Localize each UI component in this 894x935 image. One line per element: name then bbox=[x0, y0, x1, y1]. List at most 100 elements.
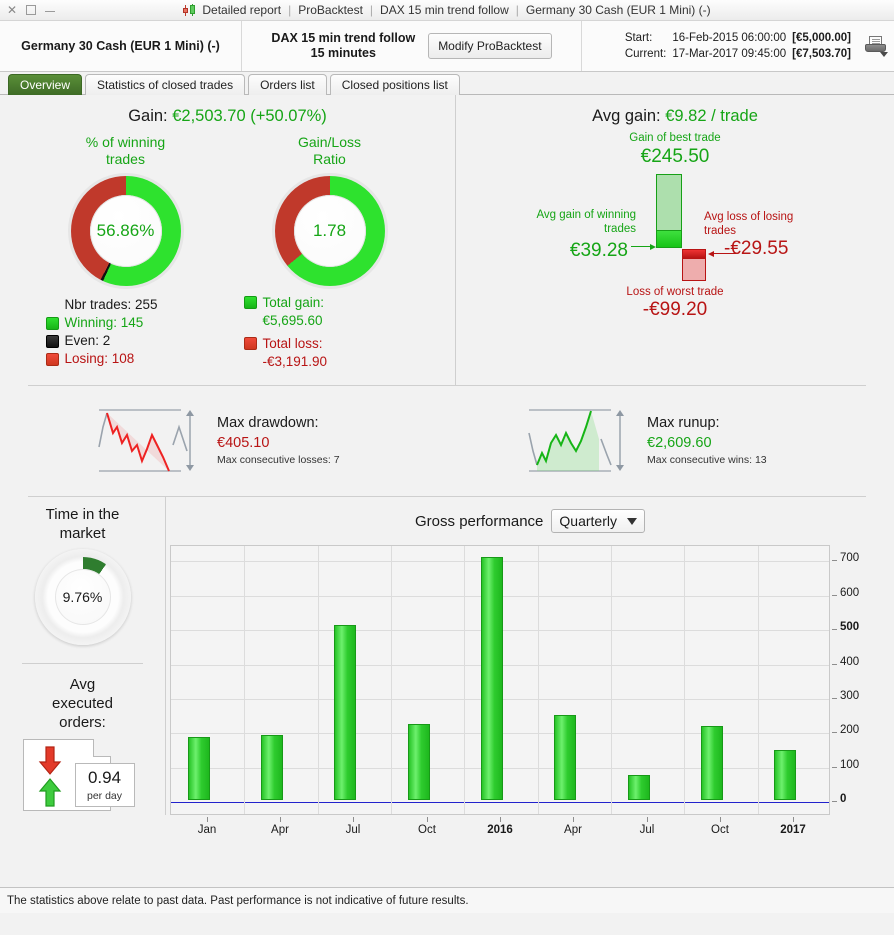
chart-bar[interactable] bbox=[334, 625, 356, 800]
modify-probacktest-button[interactable]: Modify ProBacktest bbox=[428, 33, 552, 59]
breadcrumb-item-3: Germany 30 Cash (EUR 1 Mini) (-) bbox=[525, 3, 711, 17]
winning-donut-value: 56.86% bbox=[89, 195, 162, 267]
tab-bar: Overview Statistics of closed trades Ord… bbox=[0, 72, 894, 95]
zero-line bbox=[171, 802, 829, 803]
y-tick-label: 100 bbox=[840, 759, 860, 771]
y-tick-mark bbox=[832, 767, 837, 768]
gridline-x bbox=[391, 546, 392, 814]
sell-arrow-down-icon bbox=[37, 746, 63, 776]
x-tick-label: Jan bbox=[197, 824, 217, 836]
gridline-x bbox=[611, 546, 612, 814]
total-loss-value: -€3,191.90 bbox=[262, 354, 328, 369]
print-icon[interactable] bbox=[864, 35, 888, 57]
winning-trades-label: Winning: 145 bbox=[64, 315, 144, 330]
total-loss-row: Total loss: -€3,191.90 bbox=[243, 335, 420, 371]
close-icon[interactable]: ✕ bbox=[7, 3, 18, 17]
avg-win-value: €39.28 bbox=[569, 240, 628, 261]
avg-orders-value: 0.94 bbox=[87, 768, 122, 787]
worst-trade-label: Loss of worst trade bbox=[626, 286, 724, 298]
avg-orders-title-line2: executed bbox=[52, 695, 113, 712]
avg-loss-label-line2: trades bbox=[704, 225, 736, 237]
runup-title: Max runup: bbox=[647, 415, 720, 431]
winning-caption-line2: trades bbox=[106, 151, 145, 167]
drawdown-title: Max drawdown: bbox=[217, 415, 319, 431]
breadcrumb-separator: | bbox=[369, 3, 374, 17]
maximize-icon[interactable] bbox=[26, 5, 37, 15]
breadcrumb-separator: | bbox=[515, 3, 519, 17]
gridline-x bbox=[318, 546, 319, 814]
avg-gain-section: Avg gain: €9.82 / trade Gain of best tra… bbox=[455, 95, 894, 385]
max-runup-card: Max runup: €2,609.60 Max consecutive win… bbox=[447, 405, 894, 477]
avg-gain-title-label: Avg gain: bbox=[592, 107, 661, 125]
gridline-x bbox=[684, 546, 685, 814]
window-titlebar: ✕ Detailed report | ProBacktest | DAX 15… bbox=[0, 0, 894, 21]
x-tick-label: 2017 bbox=[780, 824, 806, 836]
current-amount: [€7,503.70] bbox=[792, 48, 851, 60]
gross-performance-chart[interactable] bbox=[170, 545, 830, 815]
overview-panel: Gain: €2,503.70 (+50.07%) % of winning t… bbox=[0, 95, 894, 913]
minimize-icon[interactable] bbox=[45, 11, 56, 12]
avg-gain-diagram: Avg gain of winning trades €39.28 Avg lo… bbox=[456, 168, 894, 286]
total-gain-row: Total gain: €5,695.60 bbox=[243, 294, 420, 330]
avg-loss-value: -€29.55 bbox=[724, 238, 789, 259]
tab-statistics-of-closed-trades[interactable]: Statistics of closed trades bbox=[85, 74, 246, 95]
winning-caption-line1: % of winning bbox=[85, 134, 166, 150]
start-label: Start: bbox=[624, 32, 653, 44]
winning-trades-row: Winning: 145 bbox=[45, 314, 216, 332]
winning-donut-wrap: 56.86% bbox=[70, 176, 181, 286]
divider-2 bbox=[28, 496, 866, 497]
divider-1 bbox=[28, 385, 866, 386]
avg-gain-title: Avg gain: €9.82 / trade bbox=[456, 95, 894, 126]
chart-bar[interactable] bbox=[188, 737, 210, 800]
x-tick-label: Oct bbox=[711, 824, 729, 836]
tab-orders-list[interactable]: Orders list bbox=[248, 74, 327, 95]
x-tick-mark bbox=[793, 817, 794, 822]
drawdown-sub: Max consecutive losses: 7 bbox=[217, 454, 340, 466]
avg-orders-title-line3: orders: bbox=[59, 714, 106, 731]
losing-swatch-icon bbox=[45, 352, 59, 366]
y-tick-label: 400 bbox=[840, 656, 860, 668]
y-tick-label: 200 bbox=[840, 724, 860, 736]
ratio-caption-line1: Gain/Loss bbox=[297, 134, 362, 150]
chart-bar[interactable] bbox=[628, 774, 650, 800]
gridline-x bbox=[758, 546, 759, 814]
avg-orders-value-box: 0.94 per day bbox=[74, 763, 135, 807]
x-tick-mark bbox=[720, 817, 721, 822]
chart-bar[interactable] bbox=[481, 557, 503, 800]
chart-bar[interactable] bbox=[701, 726, 723, 800]
chart-bar[interactable] bbox=[554, 714, 576, 800]
gain-loss-ratio-card: Gain/Loss Ratio 1.78 Total gain: bbox=[240, 134, 420, 376]
gridline-x bbox=[244, 546, 245, 814]
period-summary: Start: 16-Feb-2015 06:00:00 [€5,000.00] … bbox=[622, 30, 854, 62]
losing-trades-label: Losing: 108 bbox=[64, 351, 135, 366]
winning-donut-chart: 56.86% bbox=[70, 176, 181, 286]
tab-closed-positions-list[interactable]: Closed positions list bbox=[329, 74, 460, 95]
current-row: Current: 17-Mar-2017 09:45:00 [€7,503.70… bbox=[622, 46, 854, 62]
y-tick-label: 600 bbox=[840, 587, 860, 599]
tab-overview[interactable]: Overview bbox=[8, 74, 83, 95]
gain-title: Gain: €2,503.70 (+50.07%) bbox=[0, 95, 455, 126]
chart-plot-wrap: 0 100 200 300 400 500 600 700 Jan Apr Jul Oct 2016 A… bbox=[168, 545, 894, 836]
y-tick-mark bbox=[832, 560, 837, 561]
breadcrumb-item-0: Detailed report bbox=[202, 3, 282, 17]
drawdown-value: €405.10 bbox=[217, 435, 270, 451]
total-gain-label: Total gain: bbox=[262, 295, 325, 310]
avg-win-label-line1: Avg gain of winning bbox=[536, 209, 636, 221]
trade-counts-legend: Nbr trades: 255 Winning: 145 Even: 2 bbox=[36, 296, 216, 368]
start-amount: [€5,000.00] bbox=[792, 32, 851, 44]
chart-bar[interactable] bbox=[261, 735, 283, 800]
period-select-value: Quarterly bbox=[559, 513, 617, 529]
y-tick-label: 300 bbox=[840, 690, 860, 702]
avg-orders-title: Avg executed orders: bbox=[0, 675, 165, 732]
period-select[interactable]: Quarterly bbox=[551, 509, 645, 533]
gain-section: Gain: €2,503.70 (+50.07%) % of winning t… bbox=[0, 95, 455, 385]
x-tick-mark bbox=[427, 817, 428, 822]
total-loss-swatch-icon bbox=[243, 337, 257, 350]
chart-bar[interactable] bbox=[408, 723, 430, 800]
chart-bar[interactable] bbox=[774, 750, 796, 800]
start-row: Start: 16-Feb-2015 06:00:00 [€5,000.00] bbox=[622, 30, 854, 46]
runup-sparkline bbox=[525, 405, 633, 477]
drawdown-runup-row: Max drawdown: €405.10 Max consecutive lo… bbox=[0, 386, 894, 496]
best-trade-label: Gain of best trade bbox=[629, 132, 721, 144]
ratio-donut-value: 1.78 bbox=[293, 195, 366, 267]
